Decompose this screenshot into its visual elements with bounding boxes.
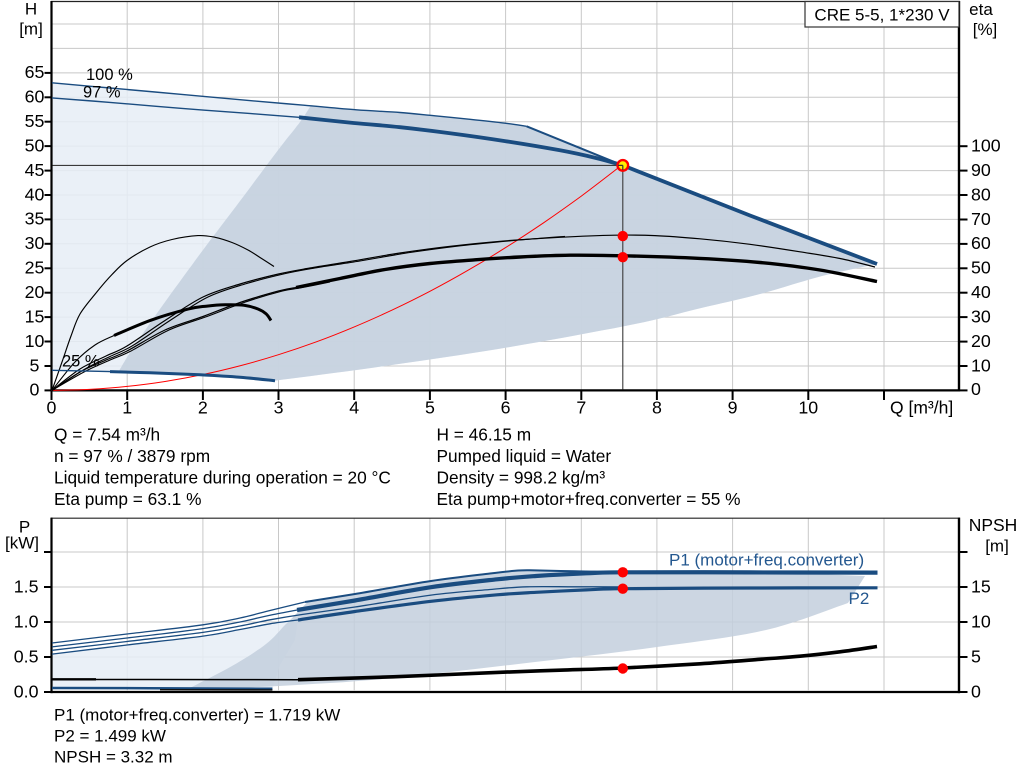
svg-text:40: 40 — [971, 282, 991, 302]
svg-text:45: 45 — [25, 160, 45, 180]
svg-text:[m]: [m] — [19, 20, 43, 39]
svg-text:Eta pump = 63.1 %: Eta pump = 63.1 % — [54, 489, 201, 509]
svg-text:90: 90 — [971, 160, 991, 180]
svg-text:0.5: 0.5 — [14, 646, 39, 666]
svg-text:Liquid temperature during oper: Liquid temperature during operation = 20… — [54, 467, 391, 487]
svg-text:10: 10 — [971, 355, 991, 375]
svg-text:5: 5 — [30, 355, 40, 375]
svg-text:9: 9 — [728, 398, 738, 418]
svg-text:30: 30 — [25, 233, 45, 253]
svg-text:Pumped liquid = Water: Pumped liquid = Water — [437, 446, 612, 466]
svg-text:Q = 7.54 m³/h: Q = 7.54 m³/h — [54, 425, 160, 445]
svg-text:1.0: 1.0 — [14, 611, 39, 631]
svg-text:0: 0 — [30, 380, 40, 400]
svg-text:50: 50 — [971, 258, 991, 278]
svg-text:15: 15 — [971, 576, 991, 596]
svg-text:[%]: [%] — [973, 20, 998, 39]
svg-text:80: 80 — [971, 184, 991, 204]
svg-text:65: 65 — [25, 62, 45, 82]
svg-text:5: 5 — [425, 398, 435, 418]
svg-text:60: 60 — [25, 87, 45, 107]
svg-text:Q [m³/h]: Q [m³/h] — [890, 398, 953, 418]
svg-text:25 %: 25 % — [62, 353, 100, 371]
svg-text:0: 0 — [971, 379, 981, 399]
svg-text:40: 40 — [25, 184, 45, 204]
svg-text:8: 8 — [652, 398, 662, 418]
svg-text:CRE 5-5, 1*230 V: CRE 5-5, 1*230 V — [814, 6, 950, 25]
svg-text:0: 0 — [47, 398, 57, 418]
svg-text:[m]: [m] — [985, 537, 1009, 556]
svg-text:n = 97 % / 3879 rpm: n = 97 % / 3879 rpm — [54, 446, 210, 466]
svg-text:6: 6 — [501, 398, 511, 418]
svg-text:1: 1 — [122, 398, 132, 418]
svg-text:5: 5 — [971, 646, 981, 666]
svg-text:3: 3 — [274, 398, 284, 418]
svg-text:15: 15 — [25, 306, 45, 326]
svg-text:97 %: 97 % — [83, 84, 121, 102]
svg-text:50: 50 — [25, 135, 45, 155]
svg-text:1.5: 1.5 — [14, 576, 39, 596]
svg-text:7: 7 — [576, 398, 586, 418]
svg-text:Eta pump+motor+freq.converter: Eta pump+motor+freq.converter = 55 % — [437, 489, 741, 509]
svg-text:Density = 998.2 kg/m³: Density = 998.2 kg/m³ — [437, 467, 606, 487]
svg-text:4: 4 — [349, 398, 359, 418]
svg-text:2: 2 — [198, 398, 208, 418]
svg-text:P2 = 1.499 kW: P2 = 1.499 kW — [54, 726, 166, 745]
svg-text:100: 100 — [971, 136, 1001, 156]
svg-text:[kW]: [kW] — [5, 534, 39, 553]
svg-text:eta: eta — [969, 0, 993, 19]
svg-text:10: 10 — [971, 611, 991, 631]
svg-text:20: 20 — [971, 331, 991, 351]
svg-text:10: 10 — [25, 331, 45, 351]
svg-text:55: 55 — [25, 111, 45, 131]
svg-text:H: H — [25, 0, 37, 19]
svg-text:P2: P2 — [849, 589, 870, 608]
svg-text:NPSH = 3.32 m: NPSH = 3.32 m — [54, 747, 173, 766]
svg-text:P: P — [19, 518, 30, 537]
svg-text:P1 (motor+freq.converter) = 1.: P1 (motor+freq.converter) = 1.719 kW — [54, 705, 340, 724]
svg-text:35: 35 — [25, 209, 45, 229]
svg-text:P1 (motor+freq.converter): P1 (motor+freq.converter) — [669, 551, 864, 570]
svg-text:60: 60 — [971, 233, 991, 253]
svg-text:NPSH: NPSH — [969, 515, 1018, 535]
svg-text:10: 10 — [798, 398, 818, 418]
svg-text:100 %: 100 % — [86, 66, 133, 84]
svg-text:H = 46.15 m: H = 46.15 m — [437, 425, 532, 445]
svg-text:20: 20 — [25, 282, 45, 302]
svg-text:70: 70 — [971, 209, 991, 229]
svg-text:0: 0 — [971, 681, 981, 701]
svg-text:25: 25 — [25, 258, 45, 278]
svg-text:30: 30 — [971, 306, 991, 326]
svg-text:0.0: 0.0 — [14, 681, 39, 701]
